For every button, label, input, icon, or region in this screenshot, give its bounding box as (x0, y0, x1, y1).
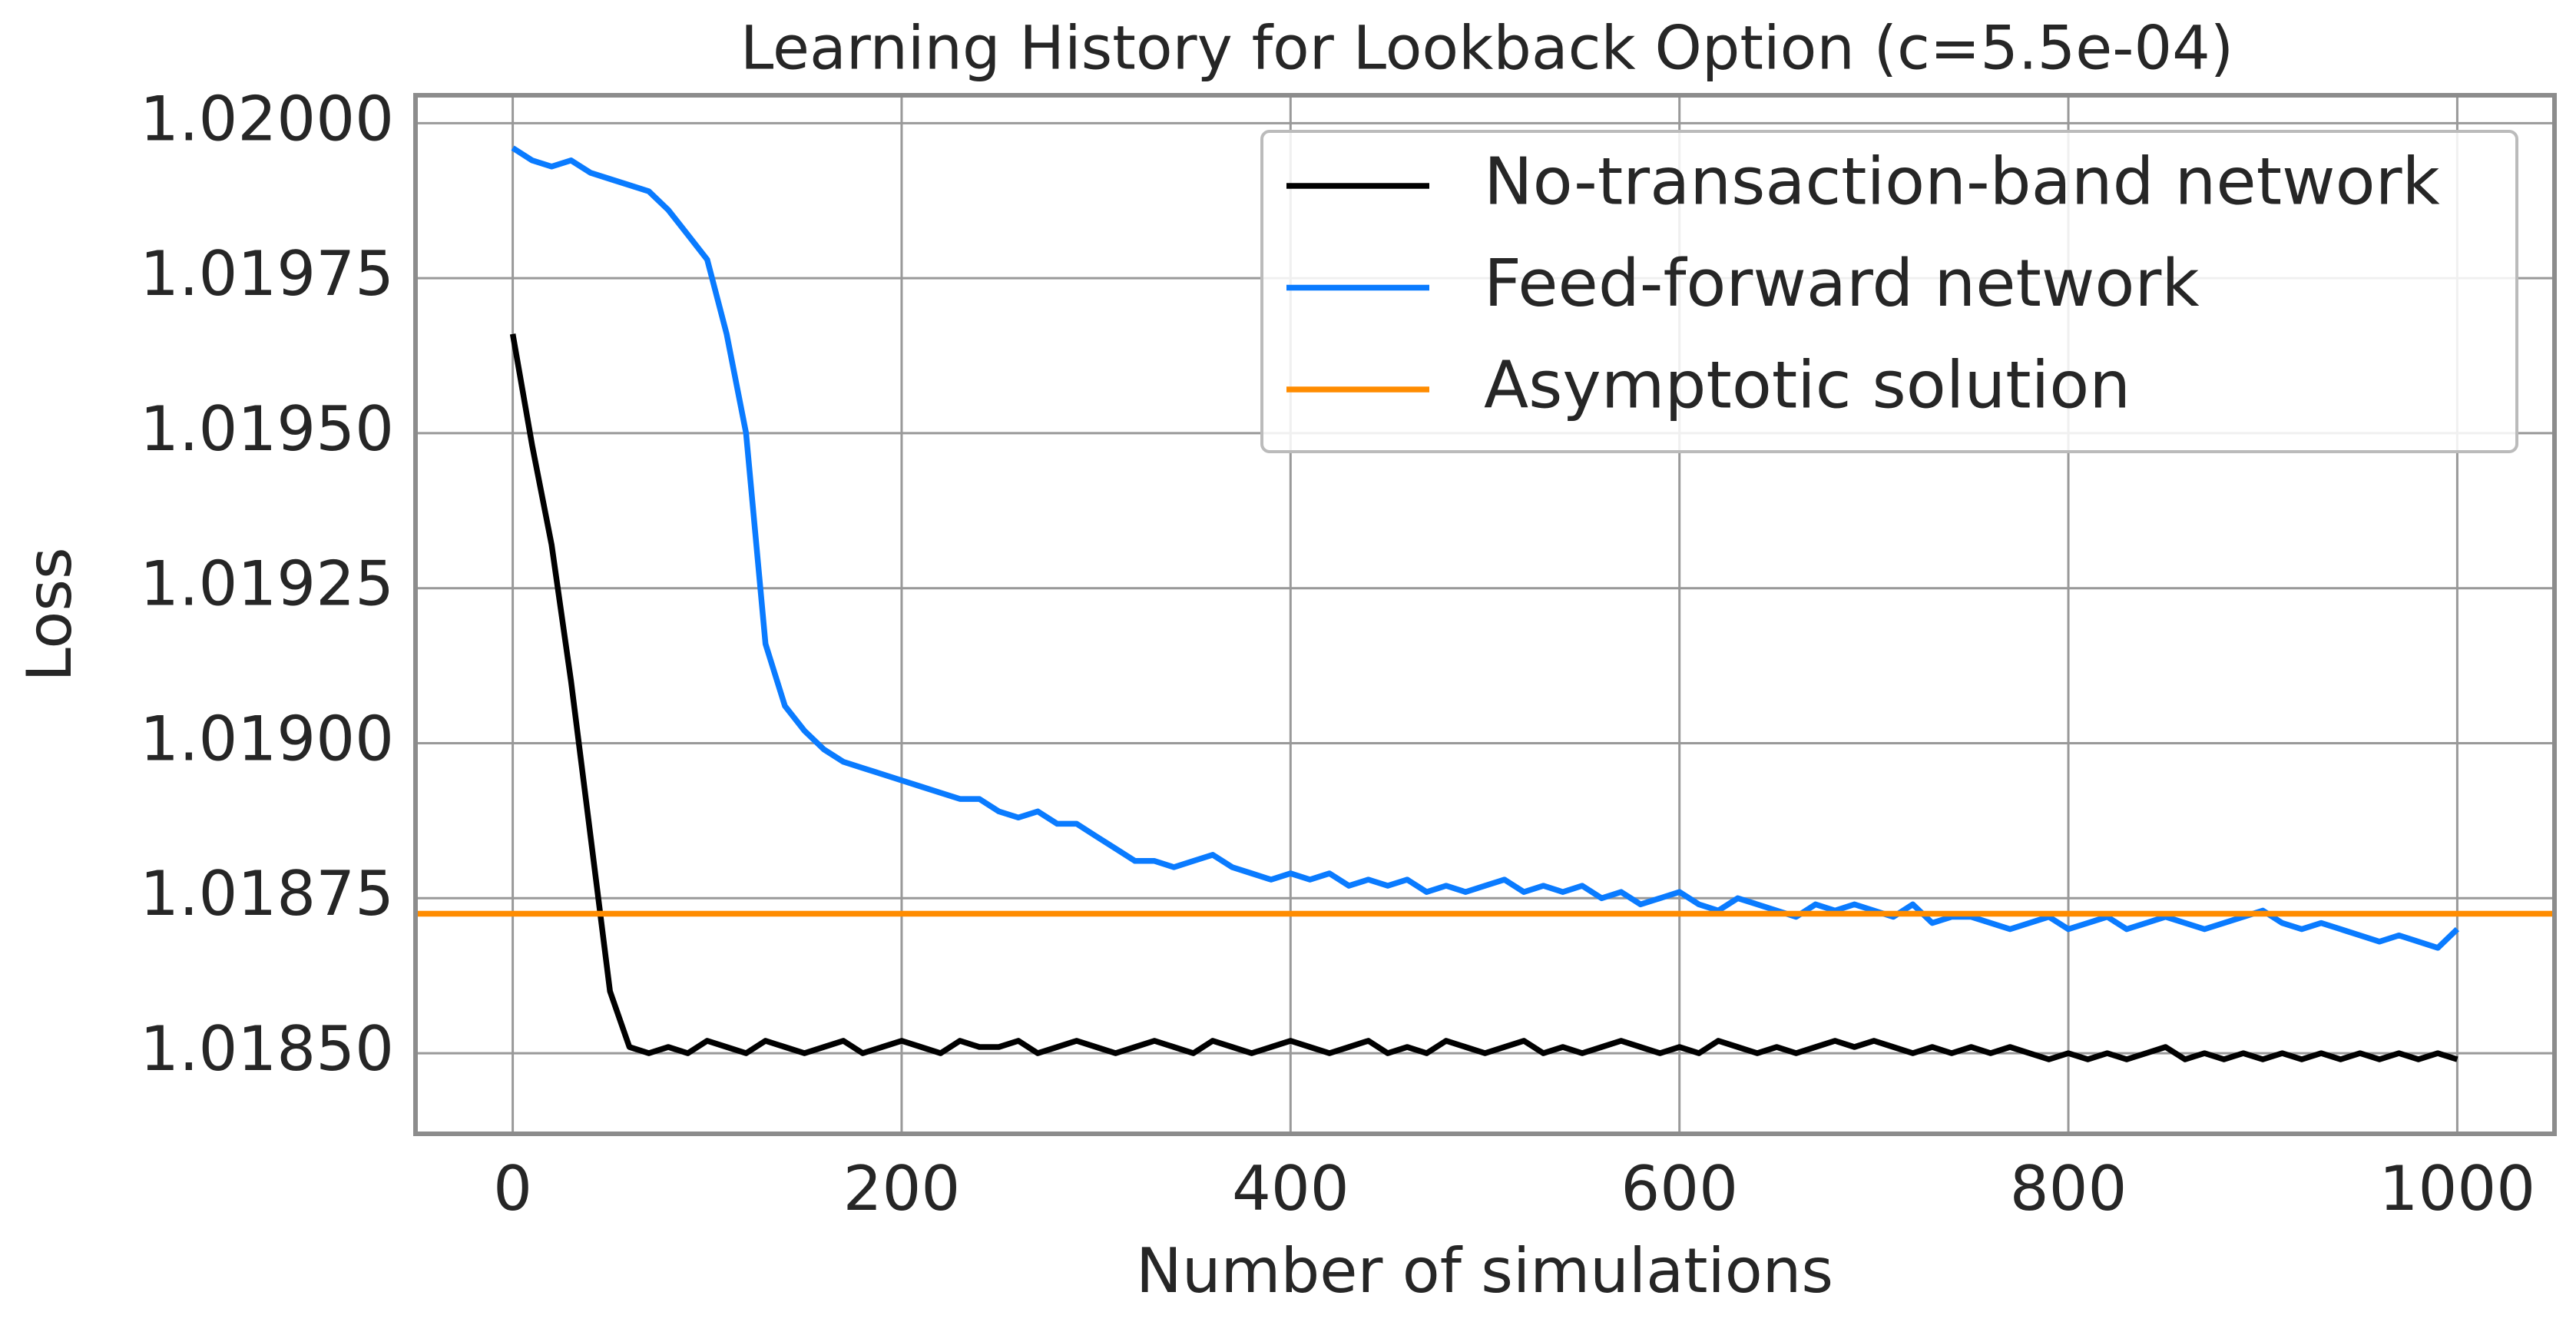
y-tick-label: 1.02000 (140, 83, 394, 154)
y-tick-label: 1.01975 (140, 238, 394, 310)
y-axis-label: Loss (14, 547, 85, 681)
series-line (509, 333, 2458, 1062)
x-tick-label: 1000 (2379, 1153, 2536, 1224)
x-tick-label: 0 (493, 1153, 532, 1224)
axes-frame (413, 93, 2557, 1136)
legend-label: Asymptotic solution (1484, 347, 2131, 423)
x-tick-label: 200 (843, 1153, 961, 1224)
chart-title: Learning History for Lookback Option (c=… (740, 14, 2233, 83)
y-tick-label: 1.01950 (140, 393, 394, 465)
x-tick-label: 800 (2010, 1153, 2127, 1224)
y-tick-label: 1.01850 (140, 1013, 394, 1085)
x-tick-label: 600 (1621, 1153, 1738, 1224)
x-axis-label: Number of simulations (1136, 1235, 1833, 1307)
legend-box (1260, 130, 2518, 453)
y-tick-label: 1.01875 (140, 858, 394, 929)
series-line (511, 145, 2459, 951)
legend-label: No-transaction-band network (1484, 144, 2440, 220)
x-tick-label: 400 (1232, 1153, 1349, 1224)
legend-label: Feed-forward network (1484, 246, 2200, 322)
y-tick-label: 1.01900 (140, 703, 394, 774)
y-tick-label: 1.01925 (140, 548, 394, 620)
